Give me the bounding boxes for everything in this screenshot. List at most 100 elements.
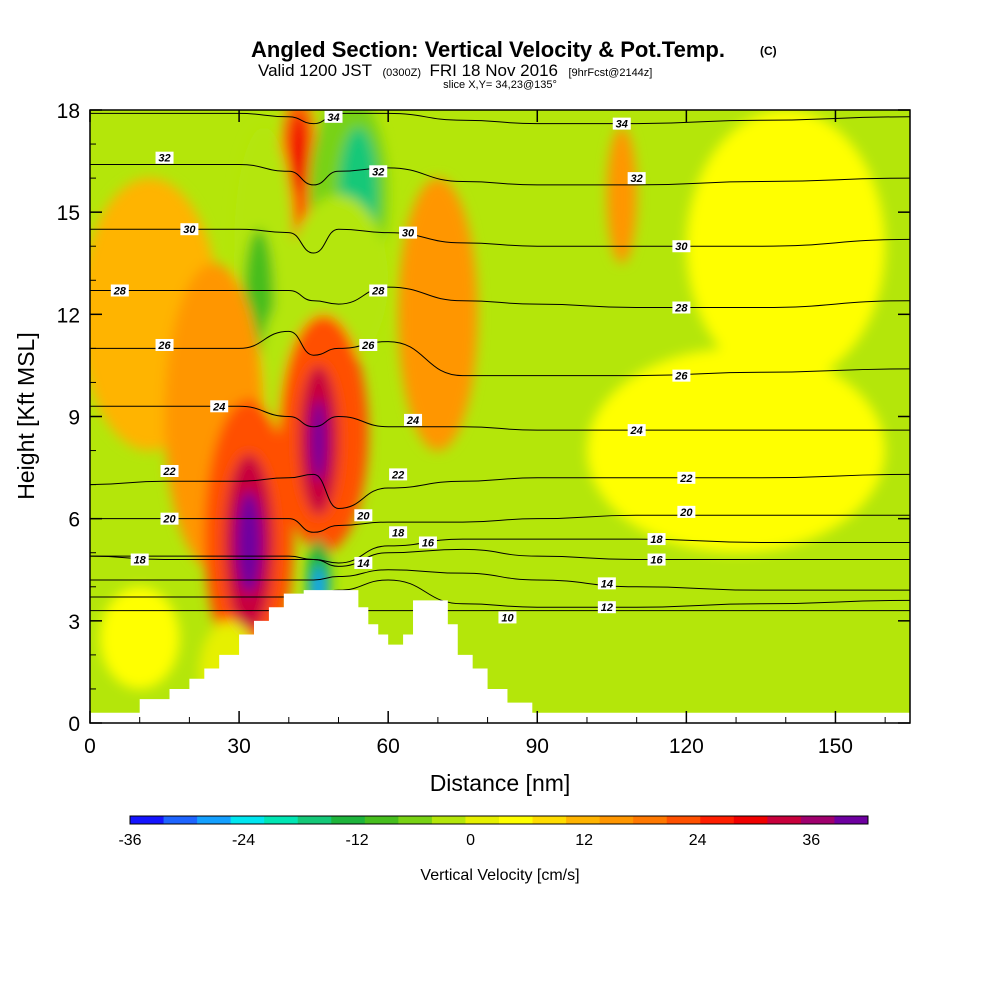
isentrope-label-26: 26 bbox=[359, 338, 378, 352]
isentrope-label-text: 30 bbox=[675, 241, 688, 253]
isentrope-label-text: 30 bbox=[183, 224, 196, 236]
isentrope-label-text: 20 bbox=[679, 507, 693, 519]
x-tick-label: 0 bbox=[84, 735, 96, 758]
isentrope-label-text: 16 bbox=[422, 538, 435, 550]
isentrope-label-text: 20 bbox=[356, 510, 370, 522]
colorbar-frame bbox=[129, 815, 869, 825]
isentrope-label-22: 22 bbox=[677, 471, 696, 485]
isentrope-lines bbox=[90, 112, 910, 612]
isentrope-label-text: 30 bbox=[402, 228, 415, 240]
isentrope-label-32: 32 bbox=[155, 151, 174, 165]
velocity-cell-19 bbox=[398, 178, 478, 451]
y-tick-label: 15 bbox=[57, 202, 80, 225]
colorbar-swatch bbox=[499, 816, 534, 824]
terrain bbox=[90, 590, 910, 723]
isentrope-label-text: 24 bbox=[212, 401, 225, 413]
velocity-cell-16 bbox=[311, 399, 327, 482]
isentrope-label-12: 12 bbox=[597, 601, 616, 614]
isentrope-labels: 34 34 32 32 32 30 30 30 28 28 28 26 26 26 24 24 24 22 22 22… bbox=[110, 110, 696, 624]
isentrope-label-20: 20 bbox=[160, 512, 179, 526]
x-tick-label: 60 bbox=[377, 735, 400, 758]
isentrope-label-text: 22 bbox=[679, 473, 692, 485]
subtitle-date: FRI 18 Nov 2016 bbox=[429, 61, 558, 80]
colorbar-swatch bbox=[666, 816, 701, 824]
y-tick-label: 6 bbox=[68, 509, 80, 532]
colorbar-swatch bbox=[800, 816, 835, 824]
isentrope-26 bbox=[90, 330, 910, 377]
isentrope-label-32: 32 bbox=[369, 165, 388, 178]
isentrope-14 bbox=[90, 569, 910, 591]
chart-title-mark: (C) bbox=[760, 44, 777, 58]
isentrope-label-text: 28 bbox=[674, 303, 688, 315]
isentrope-label-18: 18 bbox=[130, 553, 149, 567]
colorbar-tick-label: 24 bbox=[689, 832, 707, 849]
isentrope-12 bbox=[90, 579, 910, 608]
isentrope-label-16: 16 bbox=[418, 536, 437, 550]
isentrope-label-30: 30 bbox=[399, 226, 418, 240]
colorbar-tick-label: -24 bbox=[232, 832, 255, 849]
isentrope-label-34: 34 bbox=[324, 110, 343, 124]
isentrope-label-28: 28 bbox=[110, 284, 129, 297]
isentrope-label-26: 26 bbox=[672, 369, 691, 383]
velocity-cell-13 bbox=[236, 491, 262, 594]
x-axis: 0 30 60 90 120 150 bbox=[84, 110, 886, 758]
isentrope-30 bbox=[90, 228, 910, 254]
x-axis-label: Distance [nm] bbox=[430, 770, 571, 796]
velocity-field bbox=[90, 110, 886, 723]
colorbar-swatch bbox=[364, 816, 399, 824]
isentrope-32 bbox=[90, 163, 910, 186]
isentrope-label-text: 18 bbox=[134, 555, 147, 567]
y-axis: 0 3 6 9 12 15 18 bbox=[57, 100, 910, 736]
y-tick-label: 18 bbox=[57, 100, 80, 123]
slice-label: slice X,Y= 34,23@135° bbox=[443, 79, 557, 91]
isentrope-24 bbox=[90, 405, 910, 431]
isentrope-label-text: 18 bbox=[650, 534, 663, 546]
isentrope-label-30: 30 bbox=[672, 240, 691, 253]
isentrope-label-text: 18 bbox=[392, 527, 405, 539]
x-tick-label: 150 bbox=[818, 735, 853, 758]
isentrope-label-text: 34 bbox=[616, 119, 628, 131]
subtitle-forecast: [9hrFcst@2144z] bbox=[568, 67, 652, 79]
isentrope-20 bbox=[90, 514, 910, 533]
colorbar-swatch bbox=[130, 816, 165, 824]
isentrope-label-22: 22 bbox=[160, 464, 179, 478]
isentrope-label-24: 24 bbox=[627, 424, 646, 437]
isentrope-label-22: 22 bbox=[389, 468, 408, 481]
colorbar: -36 -24 -12 0 12 24 36 bbox=[118, 815, 869, 849]
colorbar-swatch bbox=[197, 816, 232, 824]
colorbar-swatch bbox=[264, 816, 299, 824]
isentrope-label-text: 26 bbox=[157, 340, 171, 352]
isentrope-label-10: 10 bbox=[498, 611, 517, 624]
velocity-cell-24 bbox=[99, 586, 180, 689]
y-tick-label: 3 bbox=[68, 611, 80, 634]
isentrope-label-text: 26 bbox=[361, 340, 375, 352]
colorbar-swatch bbox=[465, 816, 500, 824]
colorbar-swatch bbox=[566, 816, 601, 824]
colorbar-swatch bbox=[767, 816, 802, 824]
colorbar-swatch bbox=[331, 816, 366, 824]
x-tick-label: 30 bbox=[227, 735, 250, 758]
isentrope-label-24: 24 bbox=[210, 400, 229, 413]
isentrope-label-text: 12 bbox=[601, 602, 613, 614]
isentrope-label-text: 32 bbox=[158, 153, 170, 165]
colorbar-swatch bbox=[733, 816, 768, 824]
colorbar-swatch bbox=[398, 816, 433, 824]
velocity-cell-2 bbox=[288, 110, 309, 192]
isentrope-label-34: 34 bbox=[612, 117, 631, 131]
isentrope-16 bbox=[90, 548, 910, 567]
isentrope-label-24: 24 bbox=[404, 413, 423, 427]
velocity-cell-20 bbox=[606, 127, 637, 264]
colorbar-swatch bbox=[163, 816, 198, 824]
isentrope-label-30: 30 bbox=[180, 223, 199, 236]
colorbar-swatch bbox=[700, 816, 735, 824]
isentrope-label-text: 14 bbox=[601, 578, 613, 590]
colorbar-swatch bbox=[230, 816, 265, 824]
isentrope-label-text: 10 bbox=[501, 612, 514, 624]
isentrope-label-text: 14 bbox=[357, 558, 369, 570]
subtitle-utc: (0300Z) bbox=[382, 67, 421, 79]
isentrope-label-text: 28 bbox=[371, 285, 385, 297]
y-tick-label: 12 bbox=[57, 304, 80, 327]
isentrope-label-text: 20 bbox=[162, 514, 176, 526]
isentrope-18 bbox=[90, 538, 910, 564]
isentrope-label-28: 28 bbox=[369, 284, 388, 297]
